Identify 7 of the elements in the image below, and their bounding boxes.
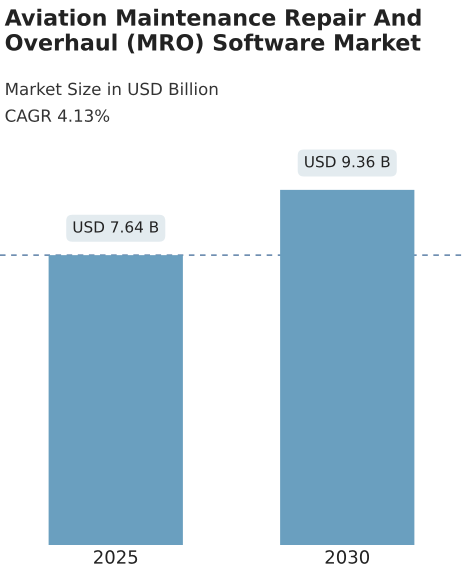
x-tick-label: 2030	[326, 550, 370, 564]
data-label: USD 9.36 B	[305, 156, 390, 168]
text: CAGR 4.13%	[6, 109, 110, 122]
chart-subtitle: Market Size in USD Billion	[6, 82, 218, 96]
x-tick-label: 2025	[94, 550, 138, 564]
chart-title: Aviation Maintenance Repair And Overhaul (MRO) Software Market	[4, 8, 421, 54]
data-label: USD 7.64 B	[74, 221, 158, 233]
